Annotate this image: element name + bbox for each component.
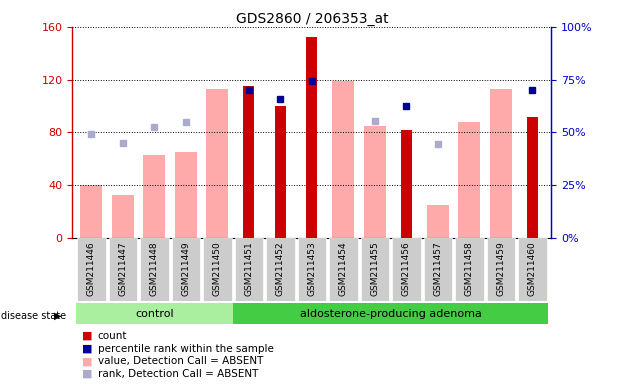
Text: GSM211453: GSM211453 (307, 241, 316, 296)
Text: ■: ■ (82, 331, 93, 341)
Text: GSM211455: GSM211455 (370, 241, 379, 296)
Bar (243, 86, 255, 238)
Text: disease state: disease state (1, 311, 66, 321)
Bar (140, 238, 169, 301)
Text: GSM211458: GSM211458 (465, 241, 474, 296)
Bar (80, 185, 102, 238)
Text: count: count (98, 331, 127, 341)
Text: GSM211452: GSM211452 (276, 241, 285, 296)
Bar (329, 238, 357, 301)
Text: GSM211448: GSM211448 (150, 241, 159, 296)
Bar (108, 238, 137, 301)
Bar (175, 152, 197, 238)
Bar (143, 155, 165, 238)
Bar (392, 238, 421, 301)
Text: GSM211449: GSM211449 (181, 241, 190, 296)
Text: GSM211457: GSM211457 (433, 241, 442, 296)
Title: GDS2860 / 206353_at: GDS2860 / 206353_at (236, 12, 388, 26)
Bar (266, 238, 294, 301)
Bar (518, 238, 547, 301)
Text: GSM211450: GSM211450 (213, 241, 222, 296)
Bar (234, 238, 263, 301)
Text: ■: ■ (82, 356, 93, 366)
Bar (424, 238, 452, 301)
Text: ■: ■ (82, 344, 93, 354)
Bar (401, 130, 412, 238)
Bar (490, 89, 512, 238)
Bar (427, 205, 449, 238)
Bar (361, 238, 389, 301)
Text: GSM211454: GSM211454 (339, 241, 348, 296)
Bar (275, 106, 286, 238)
Bar (171, 238, 200, 301)
Text: GSM211446: GSM211446 (87, 241, 96, 296)
Text: ▶: ▶ (54, 311, 62, 321)
Bar (112, 195, 134, 238)
Bar (206, 89, 228, 238)
Text: control: control (135, 309, 174, 319)
Text: ■: ■ (82, 369, 93, 379)
Bar (455, 238, 484, 301)
Text: rank, Detection Call = ABSENT: rank, Detection Call = ABSENT (98, 369, 258, 379)
Bar (233, 303, 548, 324)
Text: GSM211460: GSM211460 (528, 241, 537, 296)
Bar (487, 238, 515, 301)
Bar (333, 81, 354, 238)
Bar (76, 303, 233, 324)
Text: GSM211451: GSM211451 (244, 241, 253, 296)
Text: percentile rank within the sample: percentile rank within the sample (98, 344, 273, 354)
Bar (306, 37, 318, 238)
Bar (459, 122, 480, 238)
Bar (203, 238, 232, 301)
Text: GSM211459: GSM211459 (496, 241, 505, 296)
Text: GSM211447: GSM211447 (118, 241, 127, 296)
Bar (364, 126, 386, 238)
Bar (297, 238, 326, 301)
Text: aldosterone-producing adenoma: aldosterone-producing adenoma (300, 309, 481, 319)
Bar (527, 117, 538, 238)
Text: GSM211456: GSM211456 (402, 241, 411, 296)
Bar (77, 238, 106, 301)
Text: value, Detection Call = ABSENT: value, Detection Call = ABSENT (98, 356, 263, 366)
